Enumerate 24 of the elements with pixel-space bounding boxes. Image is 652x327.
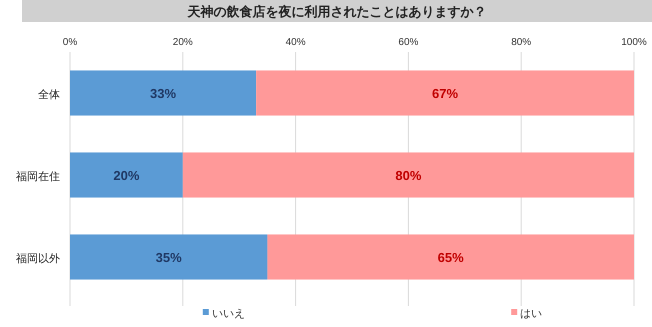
bar <box>256 70 634 116</box>
y-tick-label: 福岡以外 <box>16 252 60 265</box>
bar <box>182 152 634 198</box>
bar <box>70 70 256 116</box>
data-label: 20% <box>113 168 140 183</box>
x-tick-label: 100% <box>621 37 647 48</box>
data-label: 33% <box>150 86 177 101</box>
data-label: 35% <box>156 250 182 265</box>
data-label: 65% <box>438 250 464 265</box>
x-tick-label: 0% <box>62 37 78 48</box>
legend-label: いいえ <box>212 308 245 320</box>
y-tick-label: 福岡在住 <box>16 170 60 183</box>
chart-title: 天神の飲食店を夜に利用されたことはありますか？ <box>186 4 486 19</box>
x-tick-label: 80% <box>511 37 532 48</box>
legend-label: はい <box>520 308 542 320</box>
x-tick-label: 20% <box>172 37 193 48</box>
x-tick-label: 60% <box>398 37 419 48</box>
x-tick-label: 40% <box>286 37 306 48</box>
data-label: 80% <box>395 168 422 183</box>
y-tick-label: 全体 <box>38 89 60 101</box>
bar <box>70 234 268 280</box>
bar <box>267 234 634 280</box>
data-label: 67% <box>432 86 459 101</box>
bar <box>70 152 183 198</box>
